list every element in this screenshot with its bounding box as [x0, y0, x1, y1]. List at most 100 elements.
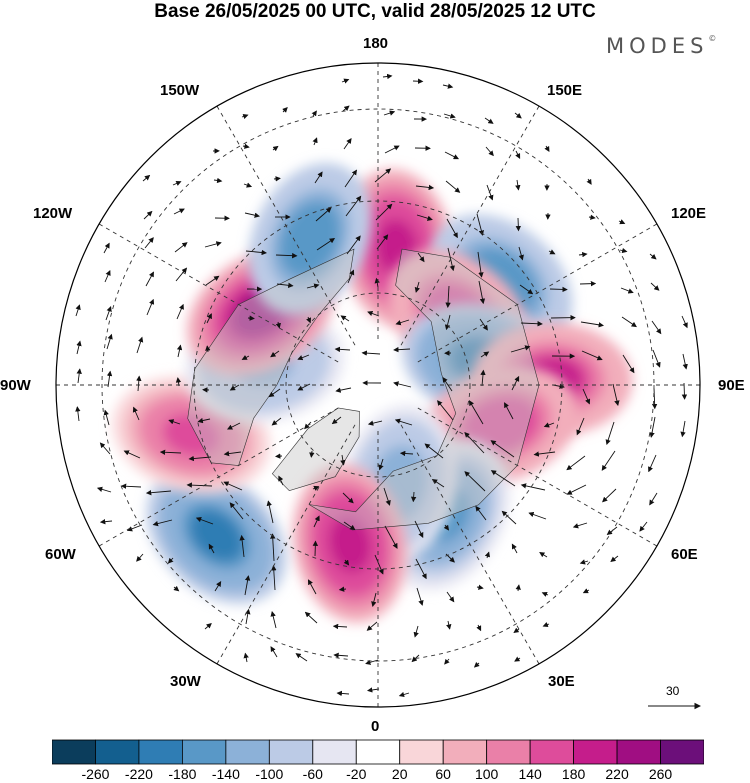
wind-arrow: [275, 252, 298, 259]
wind-arrow: [374, 554, 384, 575]
wind-arrow: [619, 247, 628, 254]
wind-arrow: [376, 234, 389, 250]
label-lon-120e: 120E: [671, 205, 707, 222]
wind-arrow: [424, 443, 444, 459]
wind-arrow: [136, 336, 144, 354]
wind-arrow: [476, 213, 484, 236]
wind-arrow: [270, 350, 280, 358]
wind-arrow: [543, 422, 555, 428]
wind-arrow: [103, 242, 110, 254]
wind-arrow: [332, 623, 348, 630]
wind-arrow: [333, 652, 349, 659]
colorbar-tick-label: 260: [648, 766, 673, 782]
label-lon-150e: 150E: [547, 82, 583, 99]
wind-arrow: [223, 450, 242, 457]
colorbar-tick-label: -20: [346, 766, 367, 782]
colorbar-tick-label: 220: [605, 766, 629, 782]
wind-arrow: [484, 551, 491, 559]
land-0: [308, 248, 540, 531]
copyright-mark: ©: [708, 34, 717, 43]
wind-arrow: [143, 210, 153, 220]
anomaly-field: [112, 162, 633, 623]
label-lon-60e: 60E: [671, 546, 698, 563]
wind-arrow: [514, 112, 522, 119]
wind-arrow: [306, 283, 320, 289]
wind-arrow: [605, 421, 615, 446]
label-lon-120w: 120W: [33, 205, 73, 222]
label-lon-150w: 150W: [160, 82, 200, 99]
wind-arrow: [244, 575, 251, 596]
wind-arrow: [602, 488, 617, 503]
wind-arrow: [313, 515, 320, 528]
anomaly-center-13: [248, 162, 372, 316]
colorbar-tick-label: 20: [391, 766, 408, 782]
wind-arrow: [146, 298, 155, 316]
wind-arrow: [309, 450, 315, 458]
wind-arrow: [342, 105, 350, 112]
colorbar-cell-12: [573, 739, 618, 765]
wind-arrow: [136, 375, 142, 392]
colorbar-tick-label: -140: [211, 766, 240, 782]
wind-arrow: [431, 479, 445, 488]
wind-arrow: [586, 178, 592, 185]
graticule: [56, 63, 700, 707]
colorbar-tick-label: -260: [81, 766, 110, 782]
wind-arrow: [539, 552, 548, 558]
wind-arrow: [278, 475, 284, 486]
wind-arrow: [520, 321, 543, 327]
wind-arrow: [618, 219, 626, 225]
wind-arrow: [515, 217, 522, 232]
wind-arrow: [579, 280, 597, 287]
label-lon-180: 180: [363, 35, 389, 52]
meridian-300: [98, 407, 339, 547]
wind-arrow: [572, 522, 588, 529]
coastlines: [187, 248, 540, 531]
wind-arrow: [445, 285, 451, 308]
latitude-circle-0: [101, 108, 655, 662]
wind-arrow: [477, 251, 484, 278]
wind-arrow: [123, 450, 141, 459]
wind-arrow: [241, 113, 249, 120]
brand-logo: MODES©: [606, 34, 716, 58]
wind-arrow: [367, 687, 380, 693]
wind-arrow: [445, 180, 461, 193]
wind-arrow: [312, 540, 319, 557]
wind-arrow: [378, 458, 384, 471]
wind-arrow: [96, 486, 112, 493]
colorbar-cell-1: [95, 739, 140, 765]
wind-arrow: [480, 369, 486, 387]
wind-arrow: [652, 349, 661, 368]
wind-arrow: [681, 382, 688, 400]
wind-arrow: [76, 340, 82, 355]
meridian-120: [417, 223, 658, 363]
wind-arrow: [515, 179, 521, 191]
wind-arrow: [393, 381, 412, 388]
wind-arrow: [519, 284, 534, 295]
wind-arrow: [382, 73, 393, 80]
wind-arrow: [639, 521, 648, 532]
wind-arrow: [145, 271, 154, 287]
wind-arrow: [464, 471, 486, 492]
colorbar: [52, 739, 704, 765]
meridian-60: [417, 407, 658, 547]
wind-arrow: [266, 500, 274, 524]
wind-arrow: [312, 485, 320, 491]
wind-vectors: [75, 73, 688, 698]
colorbar-cell-14: [660, 739, 704, 765]
wind-arrow: [473, 661, 480, 668]
label-lon-60w: 60W: [45, 546, 76, 563]
wind-arrow: [346, 235, 361, 255]
wind-arrow: [510, 345, 531, 353]
wind-arrow: [443, 524, 450, 531]
polar-map: [55, 62, 702, 710]
colorbar-cell-6: [312, 739, 357, 765]
wind-arrow: [374, 277, 380, 288]
wind-arrow: [366, 621, 378, 631]
wind-arrow: [480, 351, 490, 358]
wind-arrow: [374, 168, 392, 183]
wind-arrow: [340, 315, 350, 322]
latitude-circle-2: [285, 292, 471, 478]
wind-arrow: [334, 346, 351, 353]
wind-arrow: [136, 553, 144, 562]
wind-arrow: [582, 388, 591, 405]
